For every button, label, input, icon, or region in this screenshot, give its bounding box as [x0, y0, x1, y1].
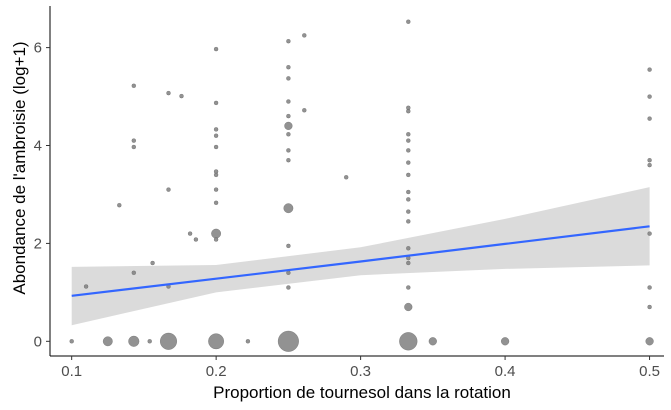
data-point	[208, 333, 224, 350]
data-point	[406, 19, 411, 24]
data-point	[406, 197, 411, 202]
data-point	[283, 203, 294, 214]
data-point	[213, 100, 219, 106]
data-point	[213, 46, 219, 52]
data-point	[128, 335, 140, 347]
regression-line	[71, 225, 650, 297]
data-point	[166, 90, 171, 96]
x-tick-label: 0.4	[495, 363, 516, 380]
data-point	[213, 237, 219, 242]
data-point	[286, 148, 291, 153]
x-tick-label: 0.3	[350, 363, 371, 380]
data-point	[286, 76, 291, 81]
data-point	[131, 83, 136, 88]
data-point	[131, 138, 136, 143]
data-point	[406, 285, 411, 290]
confidence-band	[71, 187, 650, 326]
data-point	[286, 113, 291, 119]
data-point	[344, 175, 349, 180]
data-point	[406, 246, 411, 251]
data-point	[406, 189, 411, 195]
data-point	[160, 332, 177, 350]
data-point	[69, 339, 74, 344]
data-point	[213, 133, 219, 138]
data-point	[166, 187, 171, 192]
x-tick-label: 0.5	[639, 363, 660, 380]
data-point	[286, 132, 291, 137]
data-point	[647, 94, 652, 99]
data-point	[286, 39, 291, 44]
data-point	[406, 209, 411, 214]
data-point	[150, 260, 155, 266]
data-point	[213, 172, 219, 178]
data-point	[647, 231, 652, 236]
data-point	[647, 162, 652, 168]
data-point	[647, 285, 652, 290]
data-point	[399, 332, 418, 351]
data-point	[404, 302, 413, 312]
x-axis-title: Proportion de tournesol dans la rotation	[213, 383, 511, 402]
data-point	[406, 219, 411, 224]
data-point	[213, 127, 219, 132]
data-point	[406, 132, 411, 137]
data-point	[501, 337, 510, 346]
data-point	[406, 138, 411, 143]
data-point	[213, 200, 219, 205]
data-point	[406, 160, 411, 165]
data-point	[211, 228, 221, 239]
data-point	[213, 144, 219, 150]
y-tick-label: 6	[34, 40, 42, 57]
data-point	[406, 172, 411, 178]
data-point	[187, 231, 193, 236]
data-point	[406, 260, 411, 266]
data-point	[286, 65, 291, 70]
data-point	[286, 99, 291, 104]
data-point	[147, 339, 152, 344]
x-tick-label: 0.1	[61, 363, 82, 380]
data-point	[647, 158, 652, 163]
data-point	[286, 243, 291, 249]
data-point	[102, 336, 113, 347]
data-point	[286, 270, 291, 275]
data-point	[245, 339, 251, 344]
axes: 0.1 0.2 0.3 0.4 0.5 0 2 4 6	[34, 6, 664, 380]
data-point	[131, 144, 136, 150]
data-point	[406, 109, 411, 114]
y-tick-label: 2	[34, 235, 42, 252]
data-point	[647, 304, 652, 310]
data-point	[647, 116, 652, 121]
data-point	[117, 203, 122, 208]
data-point	[428, 337, 437, 346]
data-point	[131, 270, 136, 275]
data-point	[302, 33, 307, 38]
data-point	[193, 237, 199, 242]
data-point	[286, 285, 291, 290]
y-axis-title: Abondance de l'ambroisie (log+1)	[10, 41, 29, 294]
y-tick-label: 0	[34, 333, 42, 350]
data-point	[302, 108, 307, 113]
x-tick-label: 0.2	[206, 363, 227, 380]
data-point	[406, 148, 411, 153]
data-point	[213, 187, 219, 192]
data-point	[179, 93, 184, 99]
y-tick-label: 4	[34, 138, 42, 155]
data-point	[284, 121, 293, 130]
data-point	[286, 158, 291, 163]
data-point	[645, 337, 654, 346]
data-point	[277, 330, 299, 352]
data-point	[647, 67, 652, 72]
data-point	[83, 284, 89, 289]
plot-area	[69, 19, 654, 352]
